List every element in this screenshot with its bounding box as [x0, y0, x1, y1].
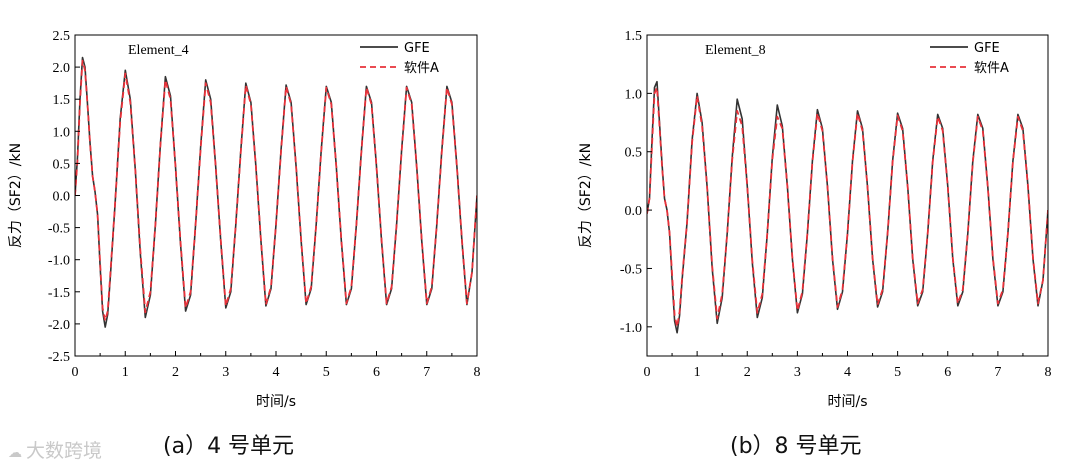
series-line-gfe: [647, 80, 1048, 334]
x-tick-label: 5: [894, 365, 901, 380]
x-tick-label: 8: [1045, 365, 1052, 380]
y-tick-label: 0.5: [625, 146, 643, 161]
watermark-logo: ☁ 大数跨境: [8, 436, 102, 463]
x-tick-label: 6: [944, 365, 951, 380]
chart-2: 0 1 2 3 4 5 6 7 8 1.5 1.0 0.5 0.0 -0.5 -1.0 时间/s 反力（SF2）…: [578, 29, 1052, 410]
chart-1: 0 1 2 3 4 5 6 7 8 2.5 2.0 1.5 1.0 0.5 0.0 -0.5 -1.0 -1.5 -…: [8, 29, 481, 410]
watermark-icon: ☁: [8, 445, 22, 461]
x-tick-label: 1: [694, 365, 701, 380]
x-tick-label: 3: [222, 365, 229, 380]
x-tick-label: 7: [994, 365, 1001, 380]
x-tick-label: 5: [323, 365, 330, 380]
x-tick-label: 2: [744, 365, 751, 380]
y-tick-label: -0.5: [48, 222, 70, 237]
y-tick-label: 1.5: [625, 29, 643, 44]
y-tick-label: 2.5: [53, 29, 71, 44]
caption-b: (b）8 号单元: [730, 434, 862, 459]
x-axis-label: 时间/s: [827, 394, 867, 410]
x-tick-label: 6: [373, 365, 380, 380]
y-tick-label: -0.5: [620, 262, 642, 277]
x-tick-label: 0: [644, 365, 651, 380]
element-annotation: Element_8: [705, 43, 766, 58]
y-axis-label: 反力（SF2）/kN: [8, 143, 24, 248]
x-tick-label: 7: [423, 365, 430, 380]
element-annotation: Element_4: [128, 43, 189, 58]
y-tick-label: 0.0: [625, 204, 643, 219]
x-tick-label: 1: [122, 365, 129, 380]
series-line-gfe: [75, 56, 477, 328]
x-tick-label: 4: [273, 365, 280, 380]
legend-label-software-a: 软件A: [404, 61, 439, 76]
caption-a: (a）4 号单元: [163, 434, 295, 459]
x-axis-label: 时间/s: [256, 394, 296, 410]
y-tick-label: 0.5: [53, 157, 71, 172]
y-tick-label: -1.0: [620, 321, 642, 336]
y-tick-label: 1.0: [53, 125, 71, 140]
y-tick-label: 1.5: [53, 93, 71, 108]
series-line-software-a: [647, 86, 1048, 328]
y-tick-label: 0.0: [53, 190, 71, 205]
y-tick-label: -1.5: [48, 286, 70, 301]
plot-frame: [74, 34, 478, 357]
x-tick-label: 8: [474, 365, 481, 380]
x-tick-label: 2: [172, 365, 179, 380]
x-tick-label: 3: [794, 365, 801, 380]
y-tick-label: -2.5: [48, 350, 70, 365]
watermark-text: 大数跨境: [26, 440, 103, 462]
legend-label-gfe: GFE: [974, 41, 1000, 56]
x-tick-label: 4: [844, 365, 851, 380]
legend-label-gfe: GFE: [404, 41, 430, 56]
legend-label-software-a: 软件A: [974, 61, 1009, 76]
y-tick-label: -1.0: [48, 254, 70, 269]
y-tick-label: -2.0: [48, 318, 70, 333]
series-line-software-a: [75, 59, 477, 322]
y-axis-label: 反力（SF2）/kN: [578, 143, 594, 248]
y-tick-label: 2.0: [53, 61, 71, 76]
y-tick-label: 1.0: [625, 87, 643, 102]
x-tick-label: 0: [72, 365, 79, 380]
